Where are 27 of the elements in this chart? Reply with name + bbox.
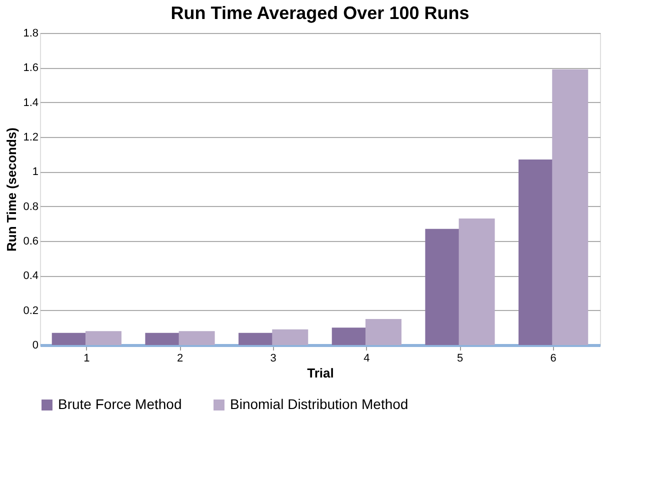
y-tick-label: 1 (32, 166, 38, 178)
chart-title: Run Time Averaged Over 100 Runs (170, 3, 470, 23)
bar (458, 218, 495, 345)
bar (85, 331, 122, 345)
bar (178, 331, 215, 345)
y-tick-label: 1.8 (23, 28, 38, 40)
x-tick-label: 5 (456, 352, 464, 364)
y-tick-label: 1.6 (23, 62, 38, 74)
x-tick-label: 4 (364, 352, 370, 364)
bar (552, 69, 588, 345)
legend-label: Brute Force Method (58, 396, 182, 412)
legend-label: Binomial Distribution Method (230, 396, 408, 412)
y-tick-label: 0.4 (23, 270, 38, 282)
x-tick-label: 6 (550, 352, 556, 364)
y-tick-label: 0.2 (23, 304, 38, 317)
x-axis-title: Trial (307, 366, 334, 380)
y-axis-title: Run Time (seconds) (4, 127, 20, 252)
y-tick-label: 1.4 (23, 96, 38, 109)
bar (272, 329, 308, 345)
bar (365, 319, 402, 345)
y-tick-label: 0.8 (23, 200, 38, 213)
y-tick-label: 0.6 (23, 236, 38, 248)
y-tick-label: 1.2 (23, 132, 38, 144)
x-tick-label: 3 (270, 352, 276, 364)
y-tick-label: 0 (32, 340, 38, 352)
x-tick-label: 2 (176, 352, 184, 364)
x-tick-label: 1 (84, 352, 90, 364)
